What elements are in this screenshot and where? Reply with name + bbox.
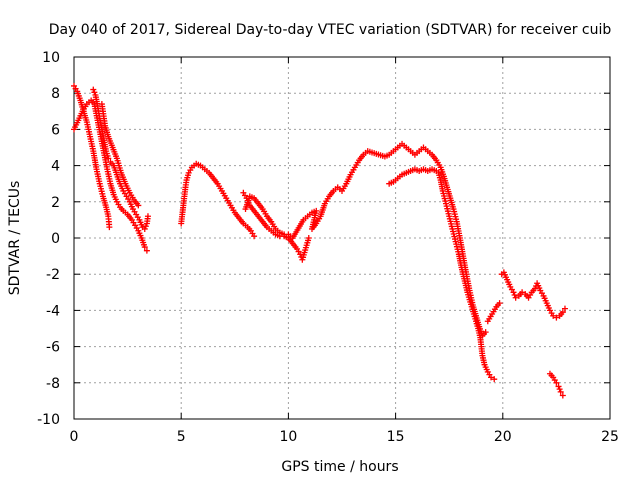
y-tick-label: 2 xyxy=(51,195,60,211)
data-point xyxy=(482,329,489,336)
x-tick-label: 10 xyxy=(279,429,297,445)
y-tick-label: -6 xyxy=(46,340,60,356)
data-point xyxy=(496,300,503,307)
data-point xyxy=(550,312,557,319)
x-tick-label: 0 xyxy=(70,429,79,445)
data-point xyxy=(91,89,98,96)
y-axis: -10 -8 -6 -4 -2 0 2 4 6 8 10 xyxy=(37,50,610,428)
data-point xyxy=(135,202,142,209)
y-tick-label: 0 xyxy=(51,231,60,247)
data-point xyxy=(556,386,563,393)
x-axis-label: GPS time / hours xyxy=(281,459,398,475)
data-point xyxy=(519,289,526,296)
data-point xyxy=(143,247,150,254)
data-point xyxy=(90,86,97,93)
data-point xyxy=(106,224,113,231)
x-tick-label: 20 xyxy=(494,429,512,445)
data-point xyxy=(555,383,562,390)
x-axis: 0 5 10 15 20 25 xyxy=(70,57,619,445)
y-axis-label: SDTVAR / TECUs xyxy=(7,181,23,296)
plot-points xyxy=(71,82,568,399)
data-point xyxy=(553,379,560,386)
y-tick-label: 4 xyxy=(51,159,60,175)
y-tick-label: -10 xyxy=(37,412,60,428)
data-point xyxy=(305,235,312,241)
y-tick-label: 6 xyxy=(51,122,60,138)
chart-title: Day 040 of 2017, Sidereal Day-to-day VTE… xyxy=(49,22,612,38)
y-tick-label: -2 xyxy=(46,267,60,283)
data-point xyxy=(511,292,518,299)
data-point xyxy=(559,392,566,399)
x-tick-label: 25 xyxy=(601,429,619,445)
data-point xyxy=(141,244,148,251)
data-point xyxy=(144,213,151,220)
y-tick-label: -4 xyxy=(46,303,60,319)
data-point xyxy=(105,155,112,162)
data-point xyxy=(141,225,148,232)
x-tick-label: 15 xyxy=(387,429,405,445)
y-tick-label: 10 xyxy=(42,50,60,66)
data-point xyxy=(553,314,560,321)
data-point xyxy=(491,376,498,383)
data-point xyxy=(488,374,495,381)
grid xyxy=(74,57,610,419)
y-tick-label: 8 xyxy=(51,86,60,102)
x-tick-label: 5 xyxy=(177,429,186,445)
data-point xyxy=(559,309,566,316)
y-tick-label: -8 xyxy=(46,376,60,392)
data-point xyxy=(142,223,149,230)
data-point xyxy=(557,388,564,395)
data-point xyxy=(512,294,519,301)
data-point xyxy=(251,233,258,240)
data-point xyxy=(561,305,568,312)
data-point xyxy=(510,289,517,296)
